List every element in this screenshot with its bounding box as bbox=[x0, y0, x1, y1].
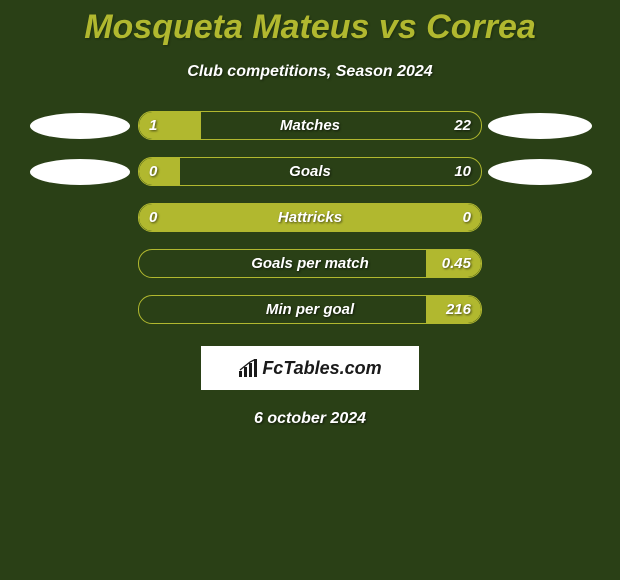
left-badge-slot bbox=[28, 159, 132, 185]
logo-box: FcTables.com bbox=[201, 346, 419, 390]
team-badge-right bbox=[488, 113, 592, 139]
stat-row: 1Matches22 bbox=[0, 111, 620, 140]
stat-bar: 0Hattricks0 bbox=[138, 203, 482, 232]
stat-value-right: 10 bbox=[454, 158, 471, 185]
stat-row: Min per goal216 bbox=[0, 295, 620, 324]
stat-bar: 1Matches22 bbox=[138, 111, 482, 140]
date-text: 6 october 2024 bbox=[0, 410, 620, 428]
stat-label: Goals per match bbox=[139, 250, 481, 277]
stat-row: 0Goals10 bbox=[0, 157, 620, 186]
team-badge-left bbox=[30, 159, 130, 185]
logo: FcTables.com bbox=[238, 358, 381, 379]
stat-row: 0Hattricks0 bbox=[0, 203, 620, 232]
team-badge-left bbox=[30, 113, 130, 139]
stat-value-right: 0 bbox=[463, 204, 471, 231]
stat-bar: Goals per match0.45 bbox=[138, 249, 482, 278]
stat-value-right: 216 bbox=[446, 296, 471, 323]
stat-label: Min per goal bbox=[139, 296, 481, 323]
stat-label: Matches bbox=[139, 112, 481, 139]
logo-text: FcTables.com bbox=[262, 358, 381, 379]
stat-value-right: 22 bbox=[454, 112, 471, 139]
left-badge-slot bbox=[28, 113, 132, 139]
stat-label: Hattricks bbox=[139, 204, 481, 231]
chart-icon bbox=[238, 359, 258, 377]
stat-bar: Min per goal216 bbox=[138, 295, 482, 324]
stat-row: Goals per match0.45 bbox=[0, 249, 620, 278]
page-title: Mosqueta Mateus vs Correa bbox=[0, 0, 620, 47]
stat-value-right: 0.45 bbox=[442, 250, 471, 277]
stat-bar: 0Goals10 bbox=[138, 157, 482, 186]
right-badge-slot bbox=[488, 113, 592, 139]
page-subtitle: Club competitions, Season 2024 bbox=[0, 63, 620, 81]
stats-area: 1Matches220Goals100Hattricks0Goals per m… bbox=[0, 111, 620, 324]
team-badge-right bbox=[488, 159, 592, 185]
right-badge-slot bbox=[488, 159, 592, 185]
stat-label: Goals bbox=[139, 158, 481, 185]
